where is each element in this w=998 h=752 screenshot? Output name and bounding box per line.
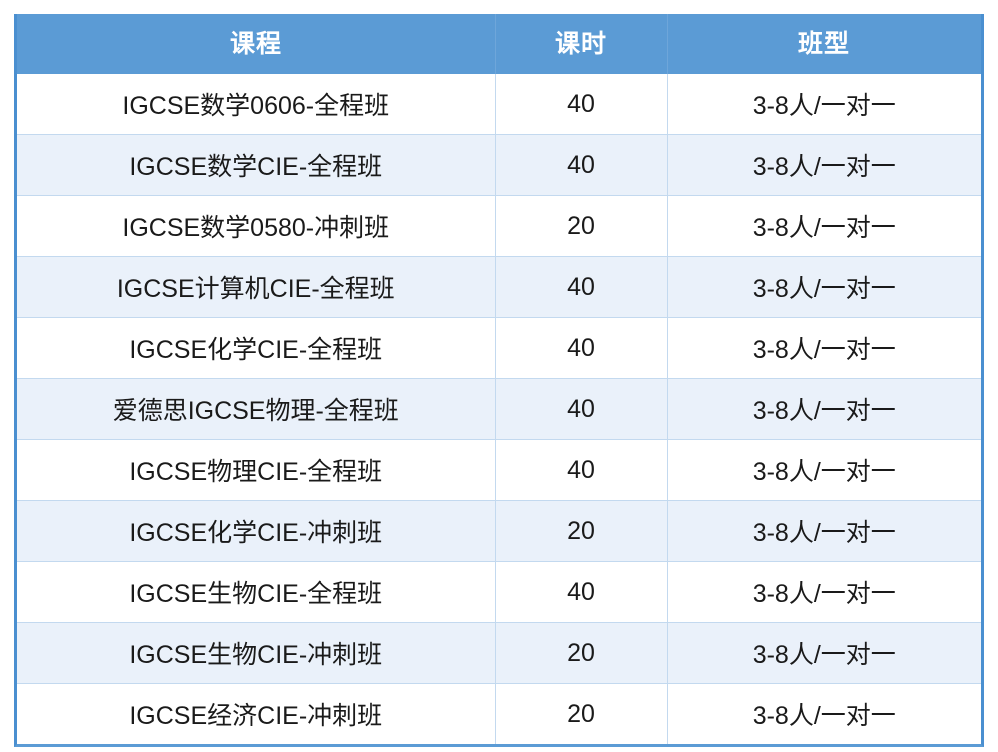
cell-class-type: 3-8人/一对一 — [667, 256, 981, 318]
course-table-container: 课程 课时 班型 IGCSE数学0606-全程班 40 3-8人/一对一 IGCSE数… — [14, 14, 984, 747]
table-row: IGCSE物理CIE-全程班 40 3-8人/一对一 — [17, 439, 981, 501]
column-header-class-type: 班型 — [667, 14, 981, 74]
cell-class-type: 3-8人/一对一 — [667, 195, 981, 257]
cell-class-type: 3-8人/一对一 — [667, 622, 981, 684]
cell-class-type: 3-8人/一对一 — [667, 500, 981, 562]
column-header-hours: 课时 — [495, 14, 667, 74]
cell-hours: 20 — [495, 500, 668, 562]
cell-hours: 40 — [495, 317, 668, 379]
table-row: IGCSE经济CIE-冲刺班 20 3-8人/一对一 — [17, 683, 981, 744]
cell-course: IGCSE化学CIE-全程班 — [17, 317, 496, 379]
cell-class-type: 3-8人/一对一 — [667, 561, 981, 623]
table-row: IGCSE化学CIE-全程班 40 3-8人/一对一 — [17, 317, 981, 379]
cell-class-type: 3-8人/一对一 — [667, 74, 981, 135]
table-row: IGCSE生物CIE-全程班 40 3-8人/一对一 — [17, 561, 981, 623]
cell-course: IGCSE数学0606-全程班 — [17, 74, 496, 135]
table-row: IGCSE计算机CIE-全程班 40 3-8人/一对一 — [17, 256, 981, 318]
course-table: 课程 课时 班型 IGCSE数学0606-全程班 40 3-8人/一对一 IGCSE数… — [17, 14, 981, 744]
cell-course: IGCSE数学CIE-全程班 — [17, 134, 496, 196]
cell-course: 爱德思IGCSE物理-全程班 — [17, 378, 496, 440]
table-row: IGCSE数学0580-冲刺班 20 3-8人/一对一 — [17, 195, 981, 257]
cell-hours: 20 — [495, 195, 668, 257]
cell-course: IGCSE数学0580-冲刺班 — [17, 195, 496, 257]
cell-hours: 40 — [495, 134, 668, 196]
cell-class-type: 3-8人/一对一 — [667, 378, 981, 440]
cell-course: IGCSE化学CIE-冲刺班 — [17, 500, 496, 562]
cell-hours: 40 — [495, 74, 668, 135]
cell-course: IGCSE计算机CIE-全程班 — [17, 256, 496, 318]
cell-hours: 40 — [495, 256, 668, 318]
cell-course: IGCSE物理CIE-全程班 — [17, 439, 496, 501]
cell-class-type: 3-8人/一对一 — [667, 683, 981, 744]
cell-class-type: 3-8人/一对一 — [667, 317, 981, 379]
cell-hours: 40 — [495, 561, 668, 623]
cell-class-type: 3-8人/一对一 — [667, 439, 981, 501]
cell-hours: 20 — [495, 683, 668, 744]
cell-hours: 40 — [495, 378, 668, 440]
cell-class-type: 3-8人/一对一 — [667, 134, 981, 196]
table-body: IGCSE数学0606-全程班 40 3-8人/一对一 IGCSE数学CIE-全程班 4… — [17, 74, 981, 744]
cell-course: IGCSE生物CIE-全程班 — [17, 561, 496, 623]
cell-course: IGCSE生物CIE-冲刺班 — [17, 622, 496, 684]
table-header: 课程 课时 班型 — [17, 14, 981, 74]
cell-course: IGCSE经济CIE-冲刺班 — [17, 683, 496, 744]
cell-hours: 40 — [495, 439, 668, 501]
table-row: IGCSE化学CIE-冲刺班 20 3-8人/一对一 — [17, 500, 981, 562]
table-row: IGCSE数学0606-全程班 40 3-8人/一对一 — [17, 74, 981, 135]
column-header-course: 课程 — [17, 14, 495, 74]
table-row: IGCSE生物CIE-冲刺班 20 3-8人/一对一 — [17, 622, 981, 684]
header-row: 课程 课时 班型 — [17, 14, 981, 74]
table-row: 爱德思IGCSE物理-全程班 40 3-8人/一对一 — [17, 378, 981, 440]
cell-hours: 20 — [495, 622, 668, 684]
table-row: IGCSE数学CIE-全程班 40 3-8人/一对一 — [17, 134, 981, 196]
